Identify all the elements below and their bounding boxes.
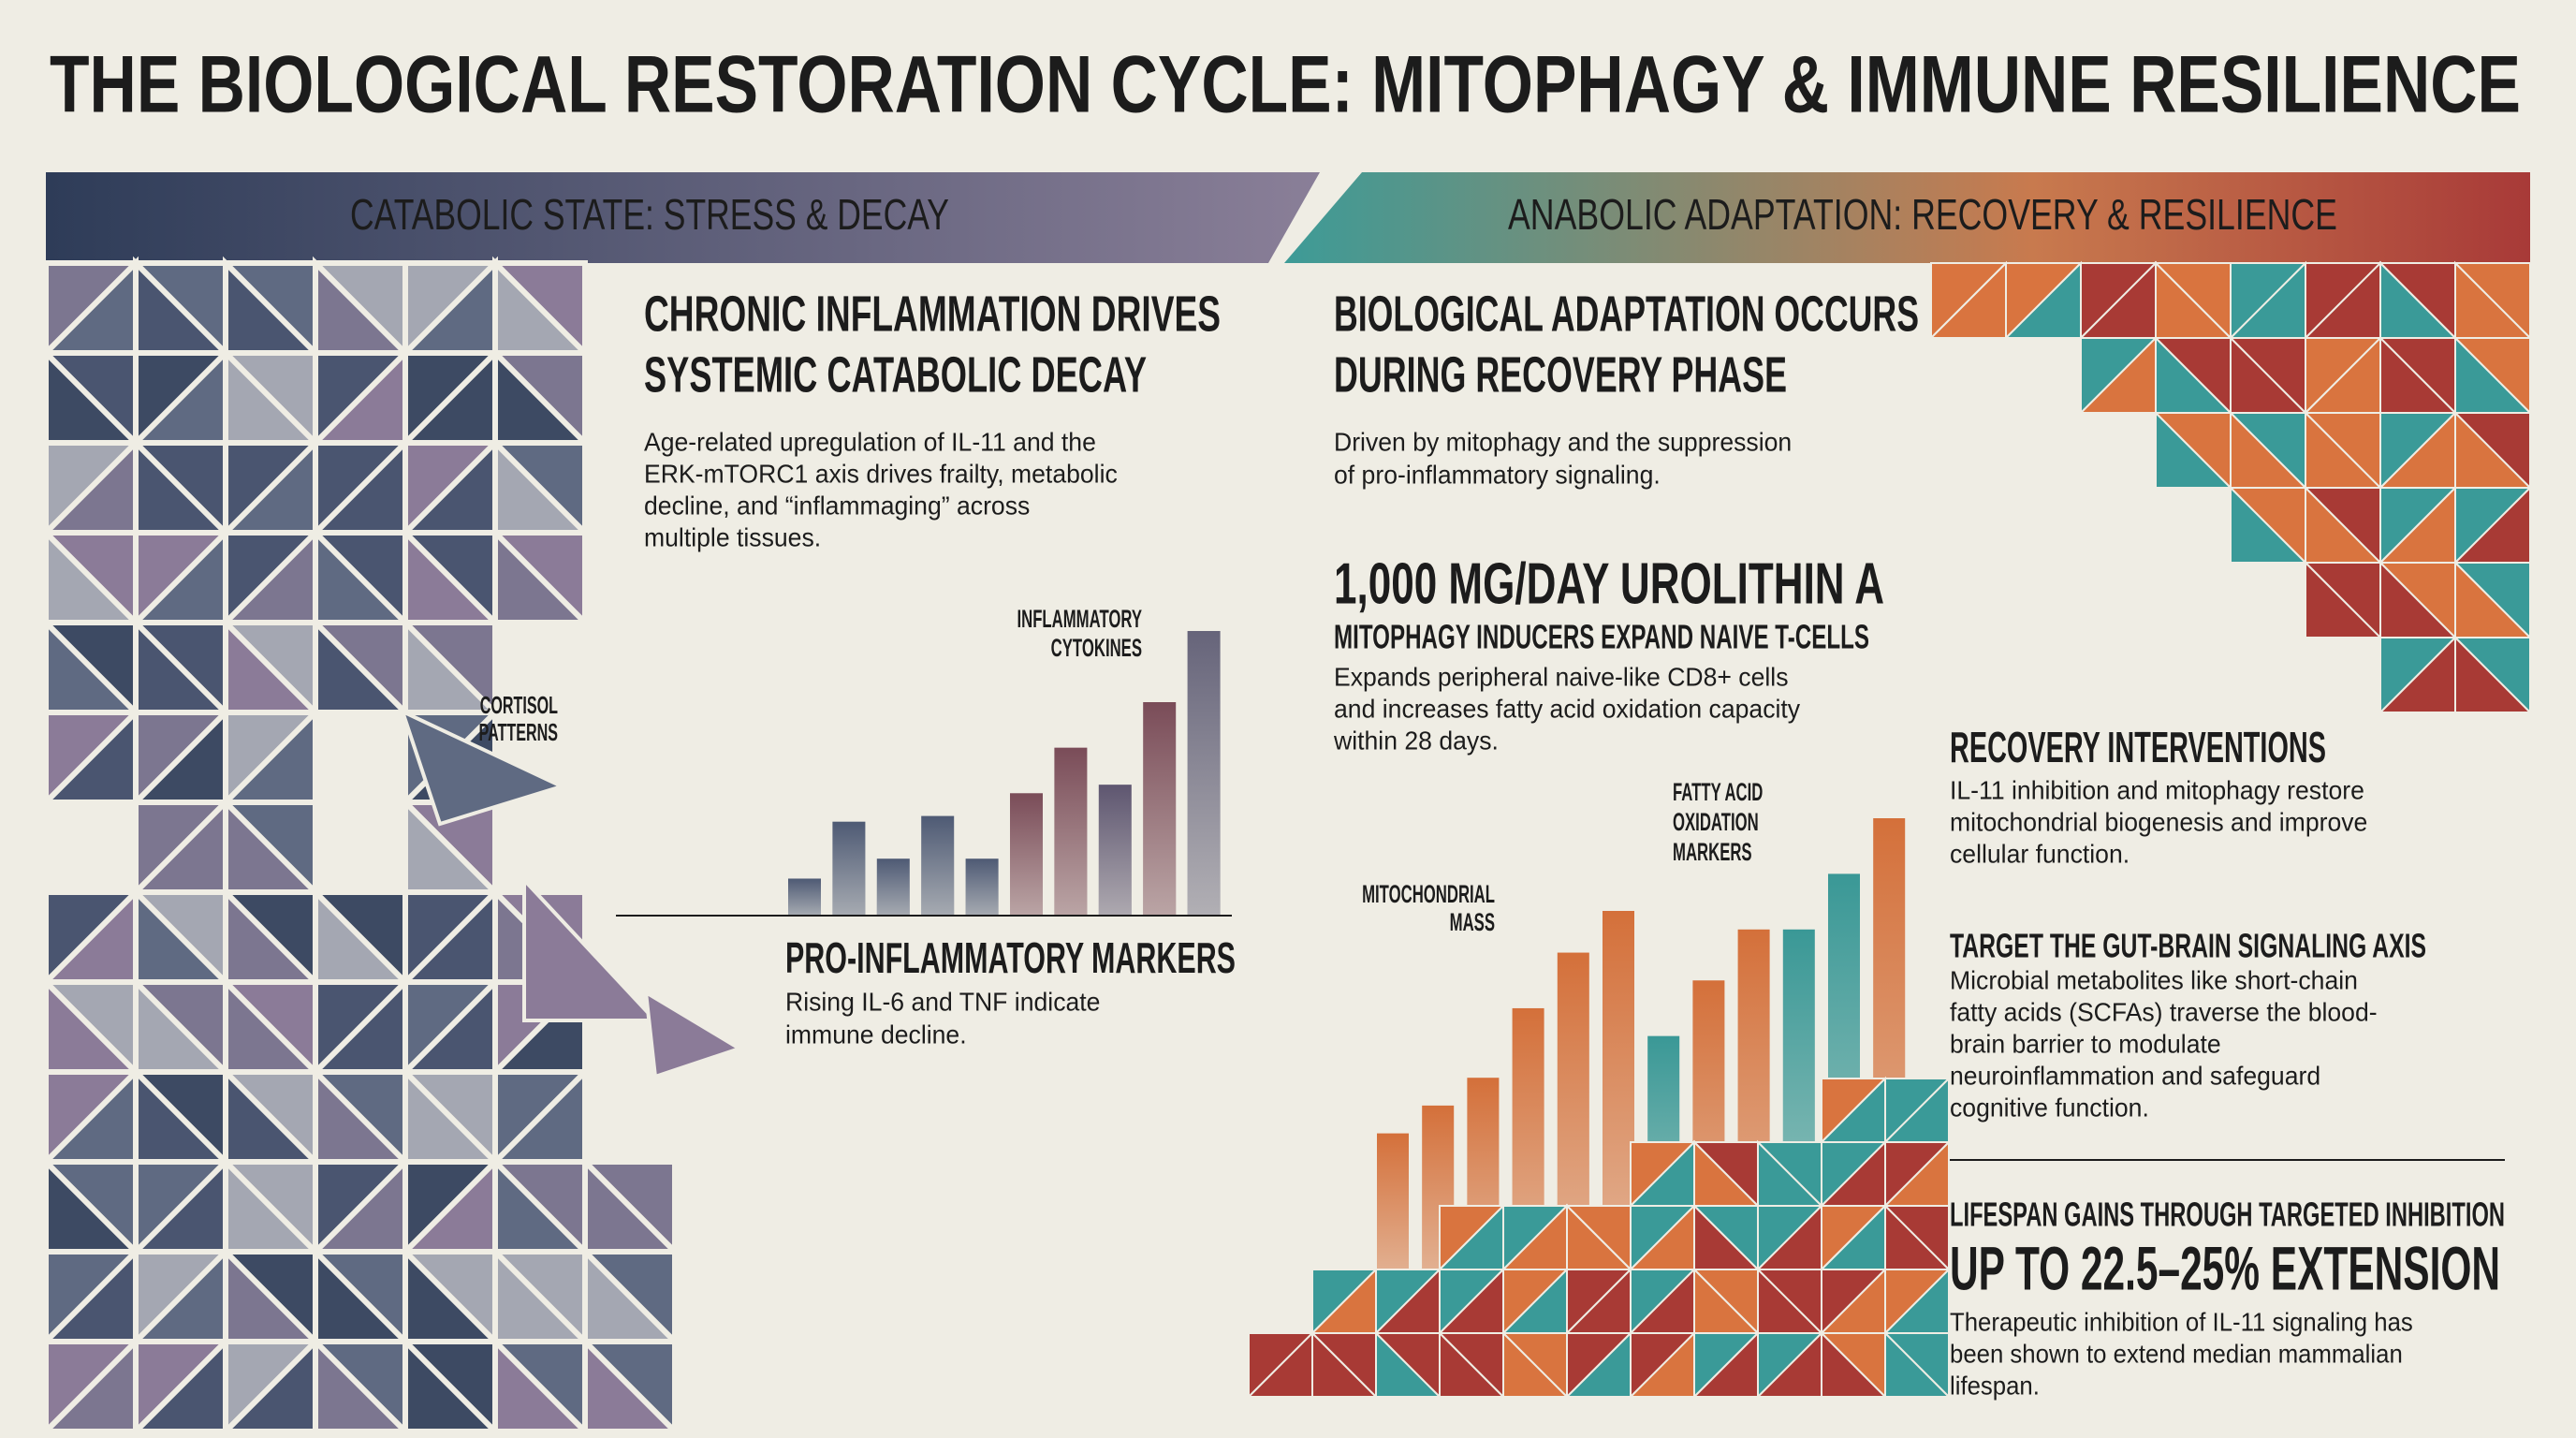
bar-shade: [1187, 631, 1221, 916]
bar-shade: [876, 858, 910, 916]
banner-text: ANABOLIC ADAPTATION: RECOVERY & RESILIEN…: [1508, 190, 2337, 239]
subheading: TARGET THE GUT-BRAIN SIGNALING AXIS: [1950, 927, 2426, 965]
lifespan-title: UP TO 22.5–25% EXTENSION: [1950, 1233, 2500, 1302]
body-text: within 28 days.: [1333, 726, 1499, 756]
shard: [582, 1334, 682, 1434]
shard: [2230, 485, 2308, 564]
bar-shade: [788, 878, 821, 916]
chart-label: INFLAMMATORY: [1017, 605, 1142, 633]
bar-shade: [1054, 747, 1088, 916]
body-text: mitochondrial biogenesis and improve: [1950, 807, 2367, 837]
shard: [1821, 1330, 1888, 1398]
body-text: lifespan.: [1950, 1371, 2040, 1400]
shard: [1502, 1330, 1570, 1398]
bar-shade: [1143, 702, 1177, 916]
bar-shade: [1098, 785, 1132, 916]
shard: [492, 525, 593, 625]
chart-label: MARKERS: [1673, 838, 1752, 866]
body-text: cognitive function.: [1950, 1093, 2149, 1123]
shard: [2305, 560, 2383, 638]
main-title: THE BIOLOGICAL RESTORATION CYCLE: MITOPH…: [50, 40, 2521, 130]
shard: [1311, 1330, 1379, 1398]
shard: [2155, 410, 2233, 489]
body-text: and increases fatty acid oxidation capac…: [1334, 694, 1800, 724]
left-banner: [46, 172, 1320, 263]
body-text: Microbial metabolites like short-chain: [1950, 965, 2358, 995]
shard: [313, 615, 413, 715]
texts: THE BIOLOGICAL RESTORATION CYCLE: MITOPH…: [50, 40, 2521, 1401]
kicker: LIFESPAN GAINS THROUGH TARGETED INHIBITI…: [1950, 1196, 2505, 1234]
dose-title: 1,000 MG/DAY UROLITHIN A: [1334, 551, 1884, 616]
body-text: neuroinflammation and safeguard: [1950, 1061, 2320, 1091]
chart-label: OXIDATION: [1673, 808, 1759, 836]
body-text: cellular function.: [1950, 839, 2130, 869]
side-label: PATTERNS: [479, 718, 558, 746]
banner-text: CATABOLIC STATE: STRESS & DECAY: [350, 190, 949, 239]
bar-shade: [1010, 793, 1043, 916]
bar-shade: [1377, 1133, 1409, 1282]
decoration: [38, 256, 2533, 1438]
body-text: ERK-mTORC1 axis drives frailty, metaboli…: [644, 459, 1118, 489]
shard: [1884, 1330, 1952, 1398]
body-text: been shown to extend median mammalian: [1950, 1339, 2403, 1368]
bar-shade: [965, 858, 999, 916]
subheading: PRO-INFLAMMATORY MARKERS: [785, 933, 1236, 982]
section-heading: SYSTEMIC CATABOLIC DECAY: [644, 346, 1147, 403]
body-text: Therapeutic inhibition of IL-11 signalin…: [1950, 1307, 2413, 1336]
body-text: decline, and “inflammaging” across: [644, 491, 1030, 521]
body-text: Expands peripheral naive-like CD8+ cells: [1334, 662, 1788, 692]
chart-label: FATTY ACID: [1673, 778, 1763, 806]
decoration-front: [1246, 1076, 1952, 1400]
dose-subtitle: MITOPHAGY INDUCERS EXPAND NAIVE T-CELLS: [1334, 618, 1869, 656]
body-text: multiple tissues.: [644, 522, 821, 552]
shard: [492, 1334, 593, 1434]
shard: [402, 1334, 503, 1434]
shard: [1439, 1330, 1506, 1398]
shard: [1375, 1330, 1442, 1398]
section-heading: CHRONIC INFLAMMATION DRIVES: [644, 286, 1221, 342]
body-text: Driven by mitophagy and the suppression: [1334, 427, 1792, 457]
body-text: of pro-inflammatory signaling.: [1334, 460, 1661, 490]
shard: [2454, 635, 2533, 713]
body-text: Age-related upregulation of IL-11 and th…: [644, 427, 1096, 457]
body-text: Rising IL-6 and TNF indicate: [785, 987, 1100, 1017]
side-label: CORTISOL: [480, 691, 558, 719]
subheading: RECOVERY INTERVENTIONS: [1950, 723, 2326, 771]
shard: [399, 708, 567, 827]
shard: [643, 989, 744, 1079]
chart-label: MASS: [1450, 908, 1495, 936]
body-text: fatty acids (SCFAs) traverse the blood-: [1950, 997, 2378, 1027]
shard: [313, 1334, 413, 1434]
chart-label: MITOCHONDRIAL: [1362, 880, 1495, 908]
section-heading: DURING RECOVERY PHASE: [1334, 346, 1787, 403]
bar-shade: [832, 821, 866, 916]
chart-label: CYTOKINES: [1051, 634, 1142, 662]
body-text: immune decline.: [785, 1020, 967, 1049]
right-banner: [1284, 172, 2530, 263]
body-text: brain barrier to modulate: [1950, 1029, 2221, 1059]
section-heading: BIOLOGICAL ADAPTATION OCCURS: [1334, 286, 1919, 342]
body-text: IL-11 inhibition and mitophagy restore: [1950, 775, 2364, 805]
shard: [522, 874, 660, 1022]
bar-shade: [921, 815, 955, 916]
